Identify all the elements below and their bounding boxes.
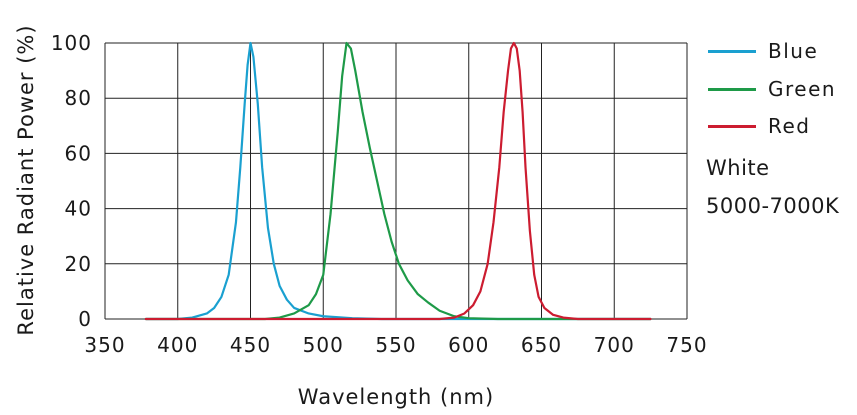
x-tick-label: 400 — [157, 333, 198, 357]
legend-item-red: Red — [708, 114, 811, 138]
x-tick-label: 550 — [375, 333, 416, 357]
chart-series — [144, 41, 652, 321]
y-tick-label: 60 — [65, 141, 92, 165]
x-tick-label: 500 — [303, 333, 344, 357]
y-tick-label: 0 — [78, 307, 92, 331]
x-axis-label: Wavelength (nm) — [298, 385, 494, 409]
series-line-red — [144, 41, 652, 321]
x-tick-label: 700 — [594, 333, 635, 357]
y-tick-label: 40 — [65, 197, 92, 221]
y-axis-label: Relative Radiant Power (%) — [14, 24, 38, 335]
series-line-green — [144, 41, 652, 321]
x-tick-label: 450 — [230, 333, 271, 357]
legend-item-green: Green — [708, 77, 836, 101]
series-line-blue — [144, 41, 652, 321]
legend-swatch-blue — [708, 49, 756, 53]
legend-label-red: Red — [768, 114, 811, 138]
legend-item-blue: Blue — [708, 39, 818, 63]
y-tick-label: 20 — [65, 252, 92, 276]
x-tick-label: 750 — [666, 333, 707, 357]
chart-grid — [104, 42, 688, 320]
white-note: White — [706, 156, 770, 180]
x-tick-label: 600 — [448, 333, 489, 357]
legend-swatch-red — [708, 124, 756, 128]
legend-label-blue: Blue — [768, 39, 819, 63]
color-temperature-note: 5000-7000K — [706, 194, 840, 218]
x-tick-label: 350 — [84, 333, 125, 357]
legend-label-green: Green — [768, 77, 837, 101]
x-tick-label: 650 — [521, 333, 562, 357]
legend-swatch-green — [708, 87, 756, 91]
y-tick-label: 100 — [51, 31, 92, 55]
y-tick-label: 80 — [65, 86, 92, 110]
chart-ticks: 350 400 450 500 550 600 650 700 750 0 20 40 60 80 100 — [51, 31, 707, 357]
